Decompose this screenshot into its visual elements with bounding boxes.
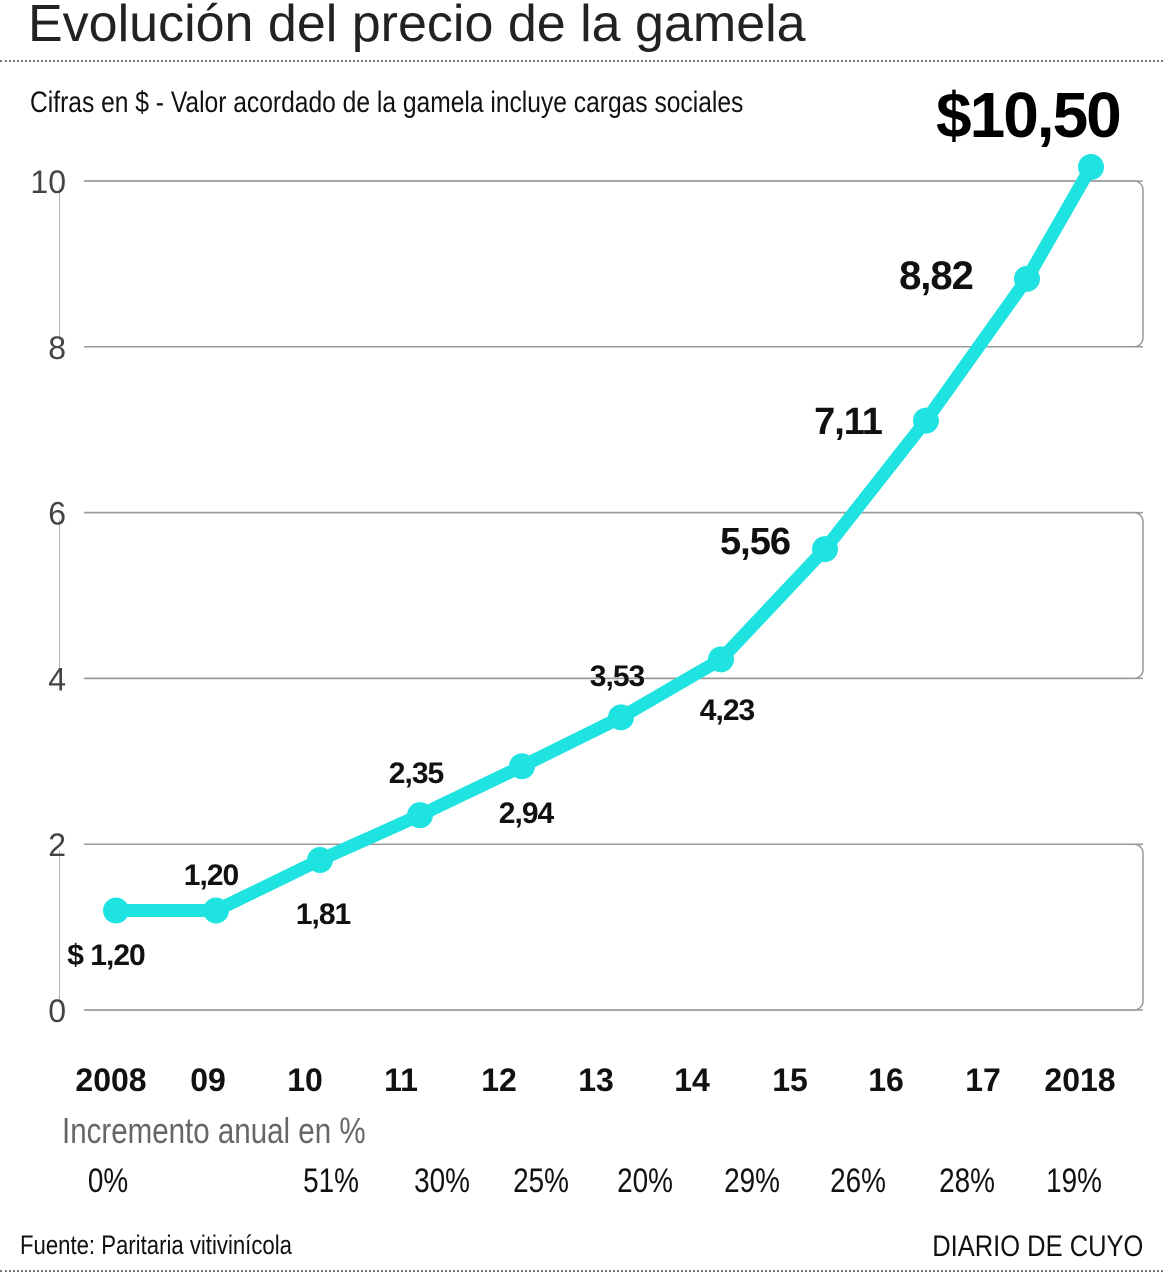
increment-title: Incremento anual en % bbox=[62, 1110, 366, 1151]
x-tick-label: 2008 bbox=[75, 1062, 146, 1098]
increment-value: 28% bbox=[939, 1162, 995, 1200]
increment-value: 51% bbox=[303, 1162, 359, 1200]
data-point bbox=[1078, 154, 1104, 180]
data-point bbox=[407, 802, 433, 829]
x-tick-label: 14 bbox=[674, 1062, 710, 1098]
x-tick-label: 12 bbox=[481, 1062, 517, 1098]
data-label: 2,94 bbox=[499, 797, 555, 830]
divider bbox=[0, 1270, 1163, 1272]
y-tick-label: 6 bbox=[48, 496, 66, 532]
data-point bbox=[307, 846, 333, 873]
y-tick-label: 8 bbox=[48, 330, 66, 366]
y-tick-label: 2 bbox=[48, 827, 66, 863]
increment-value: 20% bbox=[617, 1162, 673, 1200]
divider bbox=[0, 60, 1163, 62]
x-tick-label: 2018 bbox=[1044, 1062, 1115, 1098]
data-point bbox=[103, 897, 129, 924]
data-label: 4,23 bbox=[700, 694, 755, 727]
brand-logo: DIARIO DE CUYO bbox=[931, 1230, 1143, 1263]
chart-subtitle: Cifras en $ - Valor acordado de la gamel… bbox=[30, 86, 744, 119]
data-point bbox=[509, 753, 535, 780]
increment-value: 19% bbox=[1046, 1162, 1102, 1200]
data-point bbox=[913, 407, 939, 434]
data-label: $ 1,20 bbox=[67, 939, 145, 972]
band-mask bbox=[60, 170, 84, 1020]
data-label: 8,82 bbox=[899, 254, 973, 298]
line-chart: 0 2 4 6 8 10 $ 1,20 1,20 1,81 2,35 2,94 3,53 4,23 5,5… bbox=[30, 154, 1144, 1098]
x-tick-label: 11 bbox=[384, 1062, 418, 1098]
x-tick-label: 16 bbox=[868, 1062, 904, 1098]
increment-value: 30% bbox=[414, 1162, 470, 1200]
data-label: 7,11 bbox=[814, 401, 883, 443]
data-label: 5,56 bbox=[720, 521, 790, 563]
data-point bbox=[608, 704, 634, 731]
increment-value: 25% bbox=[513, 1162, 569, 1200]
chart-title: Evolución del precio de la gamela bbox=[28, 0, 806, 53]
data-point bbox=[812, 536, 838, 563]
x-tick-label: 10 bbox=[287, 1062, 323, 1098]
x-tick-label: 09 bbox=[190, 1062, 226, 1098]
x-tick-label: 13 bbox=[578, 1062, 614, 1098]
grid-band bbox=[59, 511, 1144, 680]
increment-value: 0% bbox=[87, 1162, 129, 1200]
data-point bbox=[708, 646, 734, 673]
data-label: 1,81 bbox=[296, 898, 351, 931]
increment-value: 26% bbox=[830, 1162, 886, 1200]
grid-band bbox=[59, 180, 1144, 348]
y-tick-label: 10 bbox=[30, 164, 66, 200]
x-tick-label: 15 bbox=[772, 1062, 808, 1098]
y-tick-label: 0 bbox=[48, 993, 66, 1029]
y-tick-label: 4 bbox=[48, 661, 66, 697]
x-tick-label: 17 bbox=[965, 1062, 1001, 1098]
data-point bbox=[203, 897, 229, 924]
highlight-value: $10,50 bbox=[936, 79, 1122, 151]
increment-value: 29% bbox=[724, 1162, 780, 1200]
data-label: 1,20 bbox=[184, 859, 239, 892]
data-label: 3,53 bbox=[590, 660, 645, 693]
data-label: 2,35 bbox=[389, 757, 444, 790]
data-point bbox=[1014, 265, 1040, 292]
source-note: Fuente: Paritaria vitivinícola bbox=[20, 1230, 292, 1260]
